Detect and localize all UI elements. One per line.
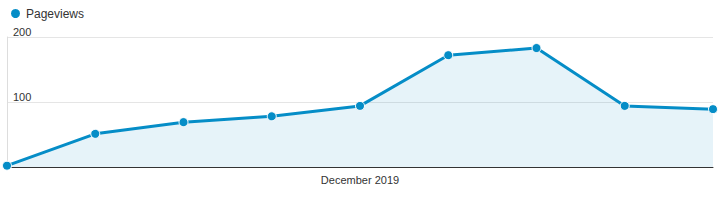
svg-text:Pageviews: Pageviews bbox=[26, 7, 84, 21]
svg-text:100: 100 bbox=[13, 91, 31, 103]
svg-text:200: 200 bbox=[13, 26, 31, 38]
svg-text:December 2019: December 2019 bbox=[321, 174, 399, 186]
